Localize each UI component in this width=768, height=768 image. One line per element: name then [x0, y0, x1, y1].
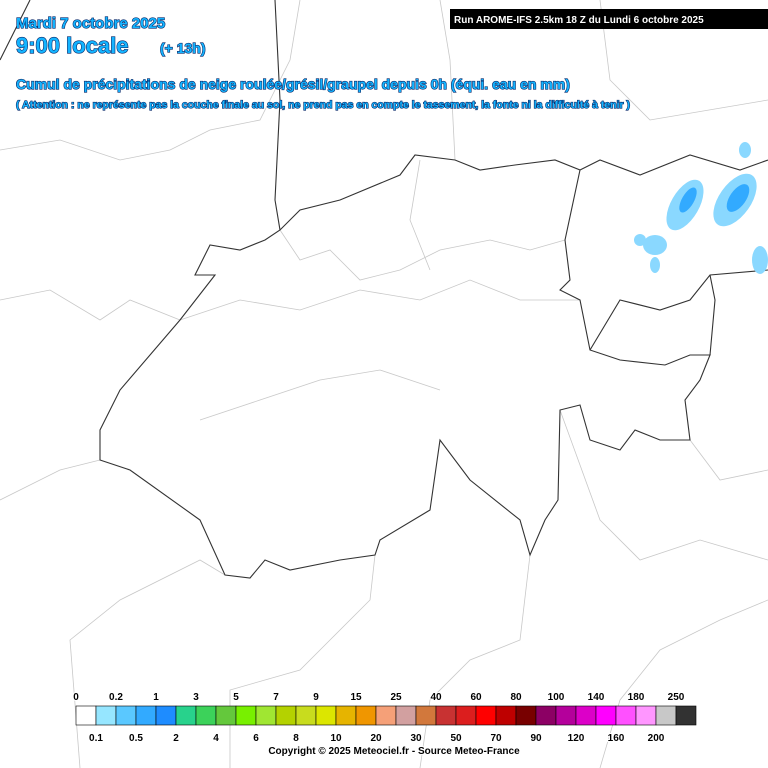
legend-swatch [315, 705, 337, 726]
legend-label: 7 [273, 692, 279, 703]
legend-swatch [635, 705, 657, 726]
legend-label: 0.2 [109, 692, 123, 703]
legend-swatch [155, 705, 177, 726]
legend-swatch [115, 705, 137, 726]
run-box [450, 9, 768, 29]
legend-label: 0 [73, 692, 79, 703]
legend-label: 60 [470, 692, 482, 703]
legend-label: 9 [313, 692, 319, 703]
legend-swatch [175, 705, 197, 726]
legend-label: 1 [153, 692, 159, 703]
legend-label: 90 [530, 733, 542, 744]
legend-swatch [275, 705, 297, 726]
legend-label: 40 [430, 692, 442, 703]
national-border [99, 154, 711, 579]
legend-swatch [195, 705, 217, 726]
legend-swatch [395, 705, 417, 726]
legend-swatch [215, 705, 237, 726]
legend-label: 0.1 [89, 733, 103, 744]
legend-label: 180 [628, 692, 645, 703]
legend-label: 4 [213, 733, 219, 744]
legend-swatch [355, 705, 377, 726]
legend-label: 0.5 [129, 733, 143, 744]
legend-label: 160 [608, 733, 625, 744]
legend-swatch [615, 705, 637, 726]
legend-label: 8 [293, 733, 299, 744]
legend-label: 140 [588, 692, 605, 703]
legend-label: 70 [490, 733, 502, 744]
legend-label: 50 [450, 733, 462, 744]
legend-swatch [235, 705, 257, 726]
legend-swatch [475, 705, 497, 726]
legend-swatch [335, 705, 357, 726]
legend-swatch [295, 705, 317, 726]
legend-label: 30 [410, 733, 422, 744]
offset: (+ 13h) [160, 40, 206, 56]
legend-swatch [135, 705, 157, 726]
copyright: Copyright © 2025 Meteociel.fr - Source M… [268, 746, 520, 757]
legend-label: 15 [350, 692, 362, 703]
date: Mardi 7 octobre 2025 [16, 15, 165, 32]
legend-swatch [575, 705, 597, 726]
legend-swatch [435, 705, 457, 726]
legend-label: 200 [648, 733, 665, 744]
legend-label: 250 [668, 692, 685, 703]
legend-swatch [535, 705, 557, 726]
legend-label: 5 [233, 692, 239, 703]
legend-swatch [95, 705, 117, 726]
legend-label: 25 [390, 692, 402, 703]
legend-swatch [595, 705, 617, 726]
legend-swatch [455, 705, 477, 726]
legend-swatch [675, 705, 697, 726]
title: Cumul de précipitations de neige roulée/… [16, 76, 570, 92]
legend-swatch [255, 705, 277, 726]
legend-label: 20 [370, 733, 382, 744]
legend-label: 6 [253, 733, 259, 744]
legend-label: 3 [193, 692, 199, 703]
legend-swatch [495, 705, 517, 726]
legend-swatch [655, 705, 677, 726]
national-border [0, 0, 768, 356]
legend-swatch [515, 705, 537, 726]
time: 9:00 locale [16, 33, 129, 58]
legend-label: 80 [510, 692, 522, 703]
legend-swatch [555, 705, 577, 726]
legend-label: 100 [548, 692, 565, 703]
legend-swatch [75, 705, 97, 726]
legend-label: 120 [568, 733, 585, 744]
legend-swatch [375, 705, 397, 726]
legend-label: 2 [173, 733, 179, 744]
run: Run AROME-IFS 2.5km 18 Z du Lundi 6 octo… [454, 15, 704, 26]
legend: 0 0.1 0.2 0.5 1 2 3 4 5 6 7 8 9 10 15 20 25 30 40 50 60 70 80 9… [72, 691, 697, 745]
precipitation [634, 142, 768, 274]
legend-swatch [415, 705, 437, 726]
legend-label: 10 [330, 733, 342, 744]
note: ( Attention : ne représente pas la couch… [16, 99, 630, 111]
